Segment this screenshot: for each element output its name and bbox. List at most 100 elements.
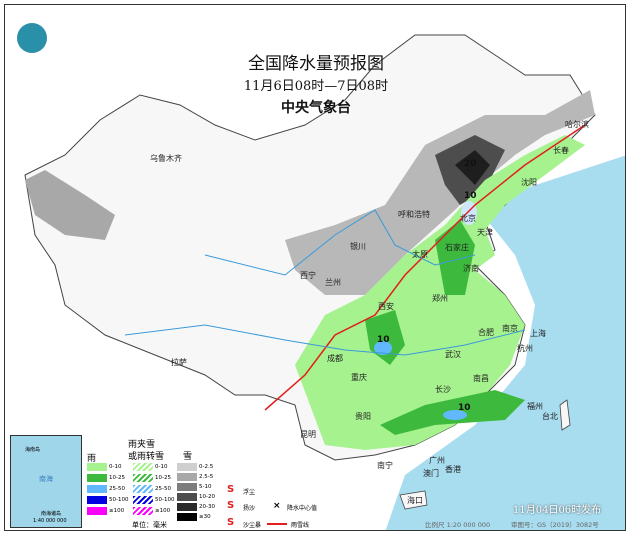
city-label: 南宁 — [377, 461, 393, 470]
legend-sandstorm: 沙尘暴 — [243, 522, 262, 529]
legend-mixed-swatch — [133, 485, 153, 493]
legend-snow-title: 雪 — [183, 452, 193, 462]
forecast-period: 11月6日08时—7日08时 — [243, 79, 389, 94]
city-label: 海口 — [407, 496, 423, 505]
legend-rain-swatch — [87, 463, 107, 471]
city-label: 香港 — [445, 465, 461, 474]
city-label: 武汉 — [445, 350, 461, 359]
legend-snow-label: 0-2.5 — [199, 464, 214, 470]
sandstorm-icon: S — [227, 517, 235, 528]
map-scale: 比例尺 1:20 000 000 — [425, 521, 491, 529]
legend-mixed-title: 或雨转雪 — [128, 452, 165, 462]
legend-rain-swatch — [87, 496, 107, 504]
legend-snow-swatch — [177, 473, 197, 481]
legend-snow-swatch — [177, 513, 197, 521]
inset-sea-label: 南海 — [39, 475, 53, 483]
precipitation-map: 全国降水量预报图 11月6日08时—7日08时 中央气象台 乌鲁木齐 哈尔滨 长… — [4, 4, 626, 531]
legend-rain-label: ≥100 — [109, 508, 125, 514]
city-label: 重庆 — [351, 373, 367, 382]
snow-core — [455, 150, 490, 185]
city-label: 太原 — [412, 250, 428, 259]
legend-blowing-sand: 扬沙 — [243, 505, 256, 512]
city-label: 银川 — [350, 242, 366, 251]
legend-rain-swatch — [87, 507, 107, 515]
precip-center-value: 10 — [458, 403, 471, 413]
rain-light-area — [295, 135, 585, 450]
inset-scale: 1:40 000 000 — [33, 518, 67, 524]
cma-logo — [17, 23, 47, 53]
rain-snow-line-icon — [267, 523, 287, 525]
city-label: 台北 — [542, 412, 558, 421]
legend-rain-swatch — [87, 485, 107, 493]
map-approval-number: 审图号：GS（2019）3082号 — [511, 521, 599, 529]
rain-heavy-south — [443, 410, 467, 420]
legend-snow-label: 2.5-5 — [199, 474, 214, 480]
legend-mixed-label: 0-10 — [155, 464, 168, 470]
legend-rain-label: 50-100 — [109, 497, 129, 503]
river-yellow — [204, 209, 476, 276]
issuer: 中央气象台 — [281, 100, 351, 116]
city-label: 天津 — [477, 228, 493, 237]
city-label: 长春 — [553, 146, 569, 155]
city-label: 南京 — [502, 324, 518, 333]
city-label: 兰州 — [325, 278, 341, 287]
legend-snow-label: 5-10 — [199, 484, 212, 490]
legend-snow-swatch — [177, 483, 197, 491]
legend-mixed-label: 10-25 — [155, 475, 171, 481]
precip-center-value: 10 — [464, 191, 477, 201]
city-label: 石家庄 — [445, 243, 469, 252]
map-title: 全国降水量预报图 — [248, 54, 384, 74]
legend-mixed-label: 50-100 — [155, 497, 175, 503]
city-label: 西安 — [378, 302, 394, 311]
legend-precip-center: 降水中心值 — [287, 505, 318, 512]
city-label: 南昌 — [473, 374, 489, 383]
precip-center-icon: × — [273, 501, 281, 511]
legend-rain-label: 25-50 — [109, 486, 125, 492]
city-label: 西宁 — [300, 271, 316, 280]
city-label: 郑州 — [432, 294, 448, 303]
city-label: 北京 — [460, 214, 476, 223]
legend-snow-label: 20-30 — [199, 504, 215, 510]
blowing-sand-icon: S — [227, 500, 235, 511]
river-yangtze — [124, 324, 526, 356]
legend-snow-label: 10-20 — [199, 494, 215, 500]
rain-moderate-north — [435, 220, 475, 295]
legend-mixed-label: ≥100 — [155, 508, 171, 514]
city-label: 沈阳 — [521, 178, 537, 187]
city-label: 福州 — [527, 402, 543, 411]
rain-snow-line — [264, 124, 586, 411]
city-label: 上海 — [530, 329, 546, 338]
city-label: 广州 — [429, 456, 445, 465]
precip-center-value: 20 — [464, 159, 477, 169]
snow-area-northwest — [25, 170, 115, 240]
taiwan — [559, 399, 571, 431]
inset-label: 南海诸岛 — [41, 511, 62, 517]
legend-mixed-swatch — [133, 507, 153, 515]
city-label: 合肥 — [478, 328, 494, 337]
city-label: 拉萨 — [171, 358, 187, 367]
city-label: 长沙 — [435, 385, 451, 394]
legend-rain-snow-line: 雨雪线 — [291, 522, 310, 529]
legend-snow-swatch — [177, 493, 197, 501]
city-label: 哈尔滨 — [565, 120, 589, 129]
rain-heavy-sichuan — [374, 341, 392, 355]
legend-rain-label: 0-10 — [109, 464, 122, 470]
legend-snow-swatch — [177, 503, 197, 511]
legend-unit: 单位：毫米 — [132, 521, 167, 529]
legend-mixed-label: 25-50 — [155, 486, 171, 492]
city-label: 贵阳 — [355, 412, 371, 421]
legend-rain-swatch — [87, 474, 107, 482]
legend-snow-label: ≥30 — [199, 514, 211, 520]
hainan — [399, 490, 428, 510]
city-label: 昆明 — [300, 430, 316, 439]
legend-mixed-swatch — [133, 496, 153, 504]
city-label: 成都 — [327, 354, 343, 363]
floating-dust-icon: S — [227, 484, 235, 495]
city-label: 济南 — [463, 264, 479, 273]
inset-island-label: 海南岛 — [25, 447, 41, 453]
legend-rain-title: 雨 — [87, 454, 97, 464]
city-label: 澳门 — [423, 469, 439, 478]
snow-area-north — [285, 90, 595, 295]
legend-floating-dust: 浮尘 — [243, 489, 256, 496]
legend-mixed-swatch — [133, 463, 153, 471]
